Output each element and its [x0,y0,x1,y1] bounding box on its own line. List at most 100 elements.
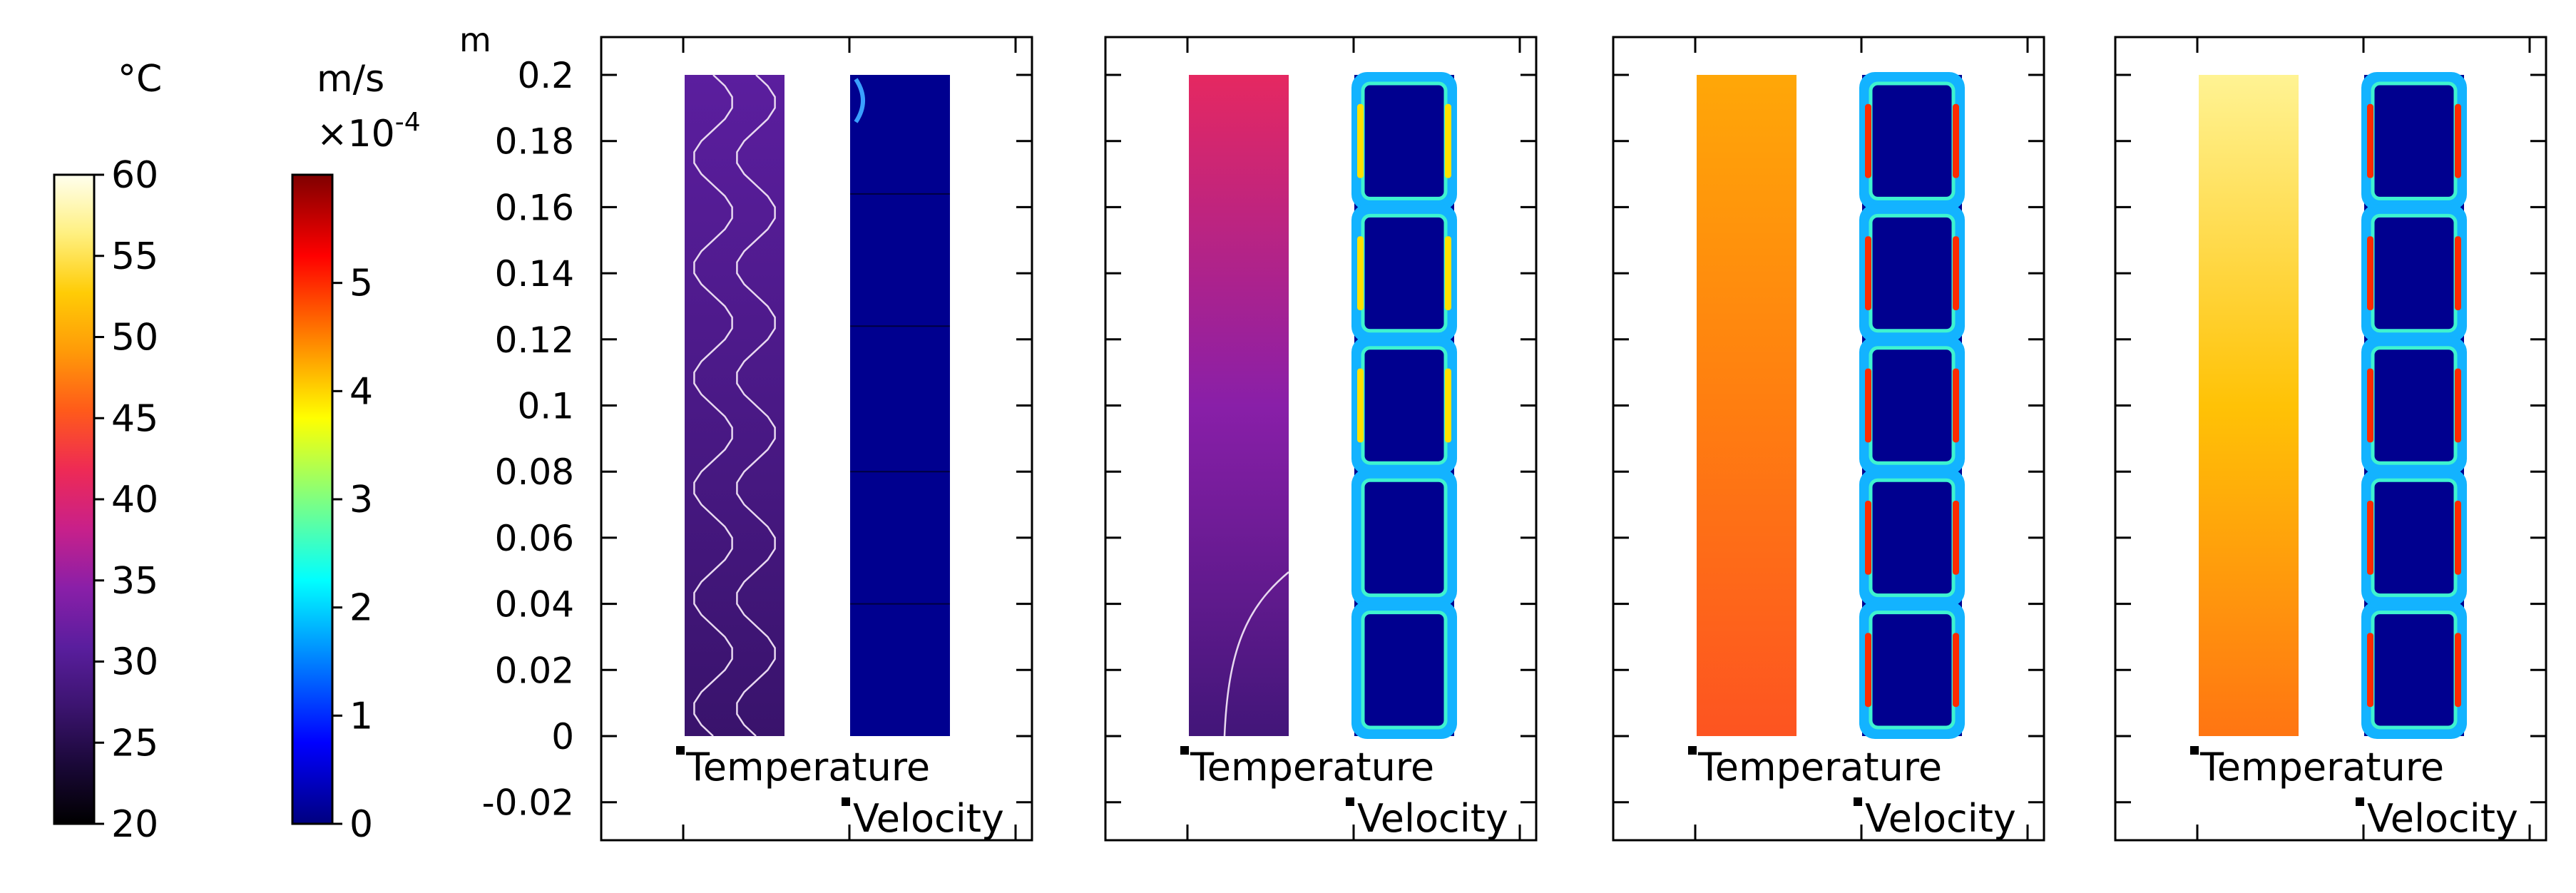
isotherm-line [736,74,776,737]
velocity-legend-label: Velocity [1865,796,2016,841]
velocity-colorbar-gradient [291,173,334,825]
velocity-hotspot [1865,103,1871,178]
temperature-colorbar-tick-label: 30 [111,641,158,684]
velocity-colorbar-tick-label: 2 [349,587,373,630]
y-tick-label: 0.2 [517,55,574,96]
panel-1: Temperature Velocity [600,36,1033,842]
temperature-legend-label: Temperature [2199,745,2444,790]
temperature-legend-label: Temperature [685,745,930,790]
y-tick-label: 0.06 [495,518,574,559]
velocity-field [1859,72,1965,739]
velocity-legend-marker [1854,797,1862,806]
axis-unit-label: m [459,21,491,59]
panel-frame [600,36,1033,842]
velocity-field-background [2364,75,2464,736]
temperature-colorbar-gradient [53,173,96,825]
velocity-hotspot [2367,500,2373,575]
isotherm-line [693,74,733,737]
temperature-colorbar-tick-label: 35 [111,560,158,603]
panel-frame [1104,36,1538,842]
y-tick-label: 0.16 [495,187,574,228]
velocity-legend-label: Velocity [853,796,1004,841]
velocity-field-background [1862,75,1962,736]
temperature-colorbar-tick-label: 55 [111,235,158,278]
velocity-colorbar-tick-label: 3 [349,479,373,521]
temperature-field [1697,75,1796,736]
panel-2: Temperature Velocity [1104,36,1538,842]
y-tick-label: 0.18 [495,121,574,163]
velocity-colorbar: m/s ×10-4 0 1 2 3 4 5 [291,58,421,846]
velocity-colorbar-tick-label: 4 [349,370,373,413]
velocity-unit-label: m/s [317,58,384,101]
y-tick-label: 0.08 [495,451,574,493]
temperature-colorbar-tick-label: 50 [111,317,158,359]
velocity-hotspot [1865,633,1871,708]
panel-frame [1612,36,2045,842]
velocity-hotspot [1953,633,1959,708]
isotherm-line [1223,571,1289,737]
y-axis-tick-labels: -0.02 0 0.02 0.04 0.06 0.08 0.1 0.12 0.14 0.16 0.1… [482,55,574,824]
velocity-hotspot [1953,500,1959,575]
y-tick-label: 0.04 [495,584,574,626]
velocity-legend-marker [842,797,850,806]
velocity-field [1351,72,1457,739]
y-tick-label: 0.14 [495,253,574,295]
temperature-colorbar-tick-label: 40 [111,479,158,521]
temperature-colorbar: °C 20 25 30 35 40 45 50 55 60 [53,58,162,846]
temperature-field [685,75,784,736]
velocity-scale-label: ×10-4 [317,108,421,155]
velocity-hotspot [2455,236,2461,311]
convection-cell-inner-ring [1361,478,1448,598]
panel-frame [2114,36,2547,842]
velocity-hotspot [2367,236,2373,311]
temperature-unit-label: °C [118,58,162,101]
velocity-hotspot [1953,236,1959,311]
y-tick-label: -0.02 [482,782,574,824]
temperature-legend-marker [676,746,685,755]
velocity-legend-marker [2356,797,2364,806]
velocity-hotspot [1953,368,1959,443]
convection-cell-inner-ring [1361,611,1448,730]
velocity-hotspot [2455,500,2461,575]
temperature-field [1189,75,1289,736]
velocity-hotspot [1953,103,1959,178]
velocity-hotspot [1445,368,1451,443]
y-tick-label: 0.1 [517,386,574,427]
temperature-legend-label: Temperature [1697,745,1942,790]
velocity-legend-label: Velocity [1357,796,1508,841]
velocity-hotspot [2455,368,2461,443]
temperature-colorbar-tick-label: 20 [111,803,158,846]
temperature-colorbar-tick-label: 60 [111,154,158,197]
temperature-legend-marker [2190,746,2199,755]
velocity-hotspot [2455,633,2461,708]
velocity-streak [854,78,865,123]
velocity-field-background [1354,75,1454,736]
panel-3: Temperature Velocity [1612,36,2045,842]
y-tick-label: 0 [551,716,574,757]
velocity-hotspot [2367,103,2373,178]
convection-cell-ring [1351,601,1457,739]
velocity-legend-marker [1346,797,1354,806]
velocity-colorbar-tick-label: 1 [349,695,373,738]
temperature-colorbar-tick-label: 45 [111,397,158,440]
velocity-hotspot [1357,103,1364,178]
temperature-colorbar-tick-label: 25 [111,722,158,765]
velocity-hotspot [1445,236,1451,311]
velocity-hotspot [2367,633,2373,708]
velocity-legend-label: Velocity [2367,796,2518,841]
velocity-colorbar-tick-label: 5 [349,262,373,305]
velocity-field [2361,72,2467,739]
temperature-legend-marker [1180,746,1189,755]
velocity-hotspot [1865,368,1871,443]
velocity-hotspot [2367,368,2373,443]
y-tick-label: 0.02 [495,650,574,691]
temperature-field [2199,75,2299,736]
velocity-field [850,75,950,736]
velocity-hotspot [1865,236,1871,311]
y-tick-label: 0.12 [495,320,574,361]
temperature-legend-marker [1688,746,1697,755]
velocity-hotspot [1357,236,1364,311]
panel-4: Temperature Velocity [2114,36,2547,842]
velocity-colorbar-tick-label: 0 [349,803,373,846]
